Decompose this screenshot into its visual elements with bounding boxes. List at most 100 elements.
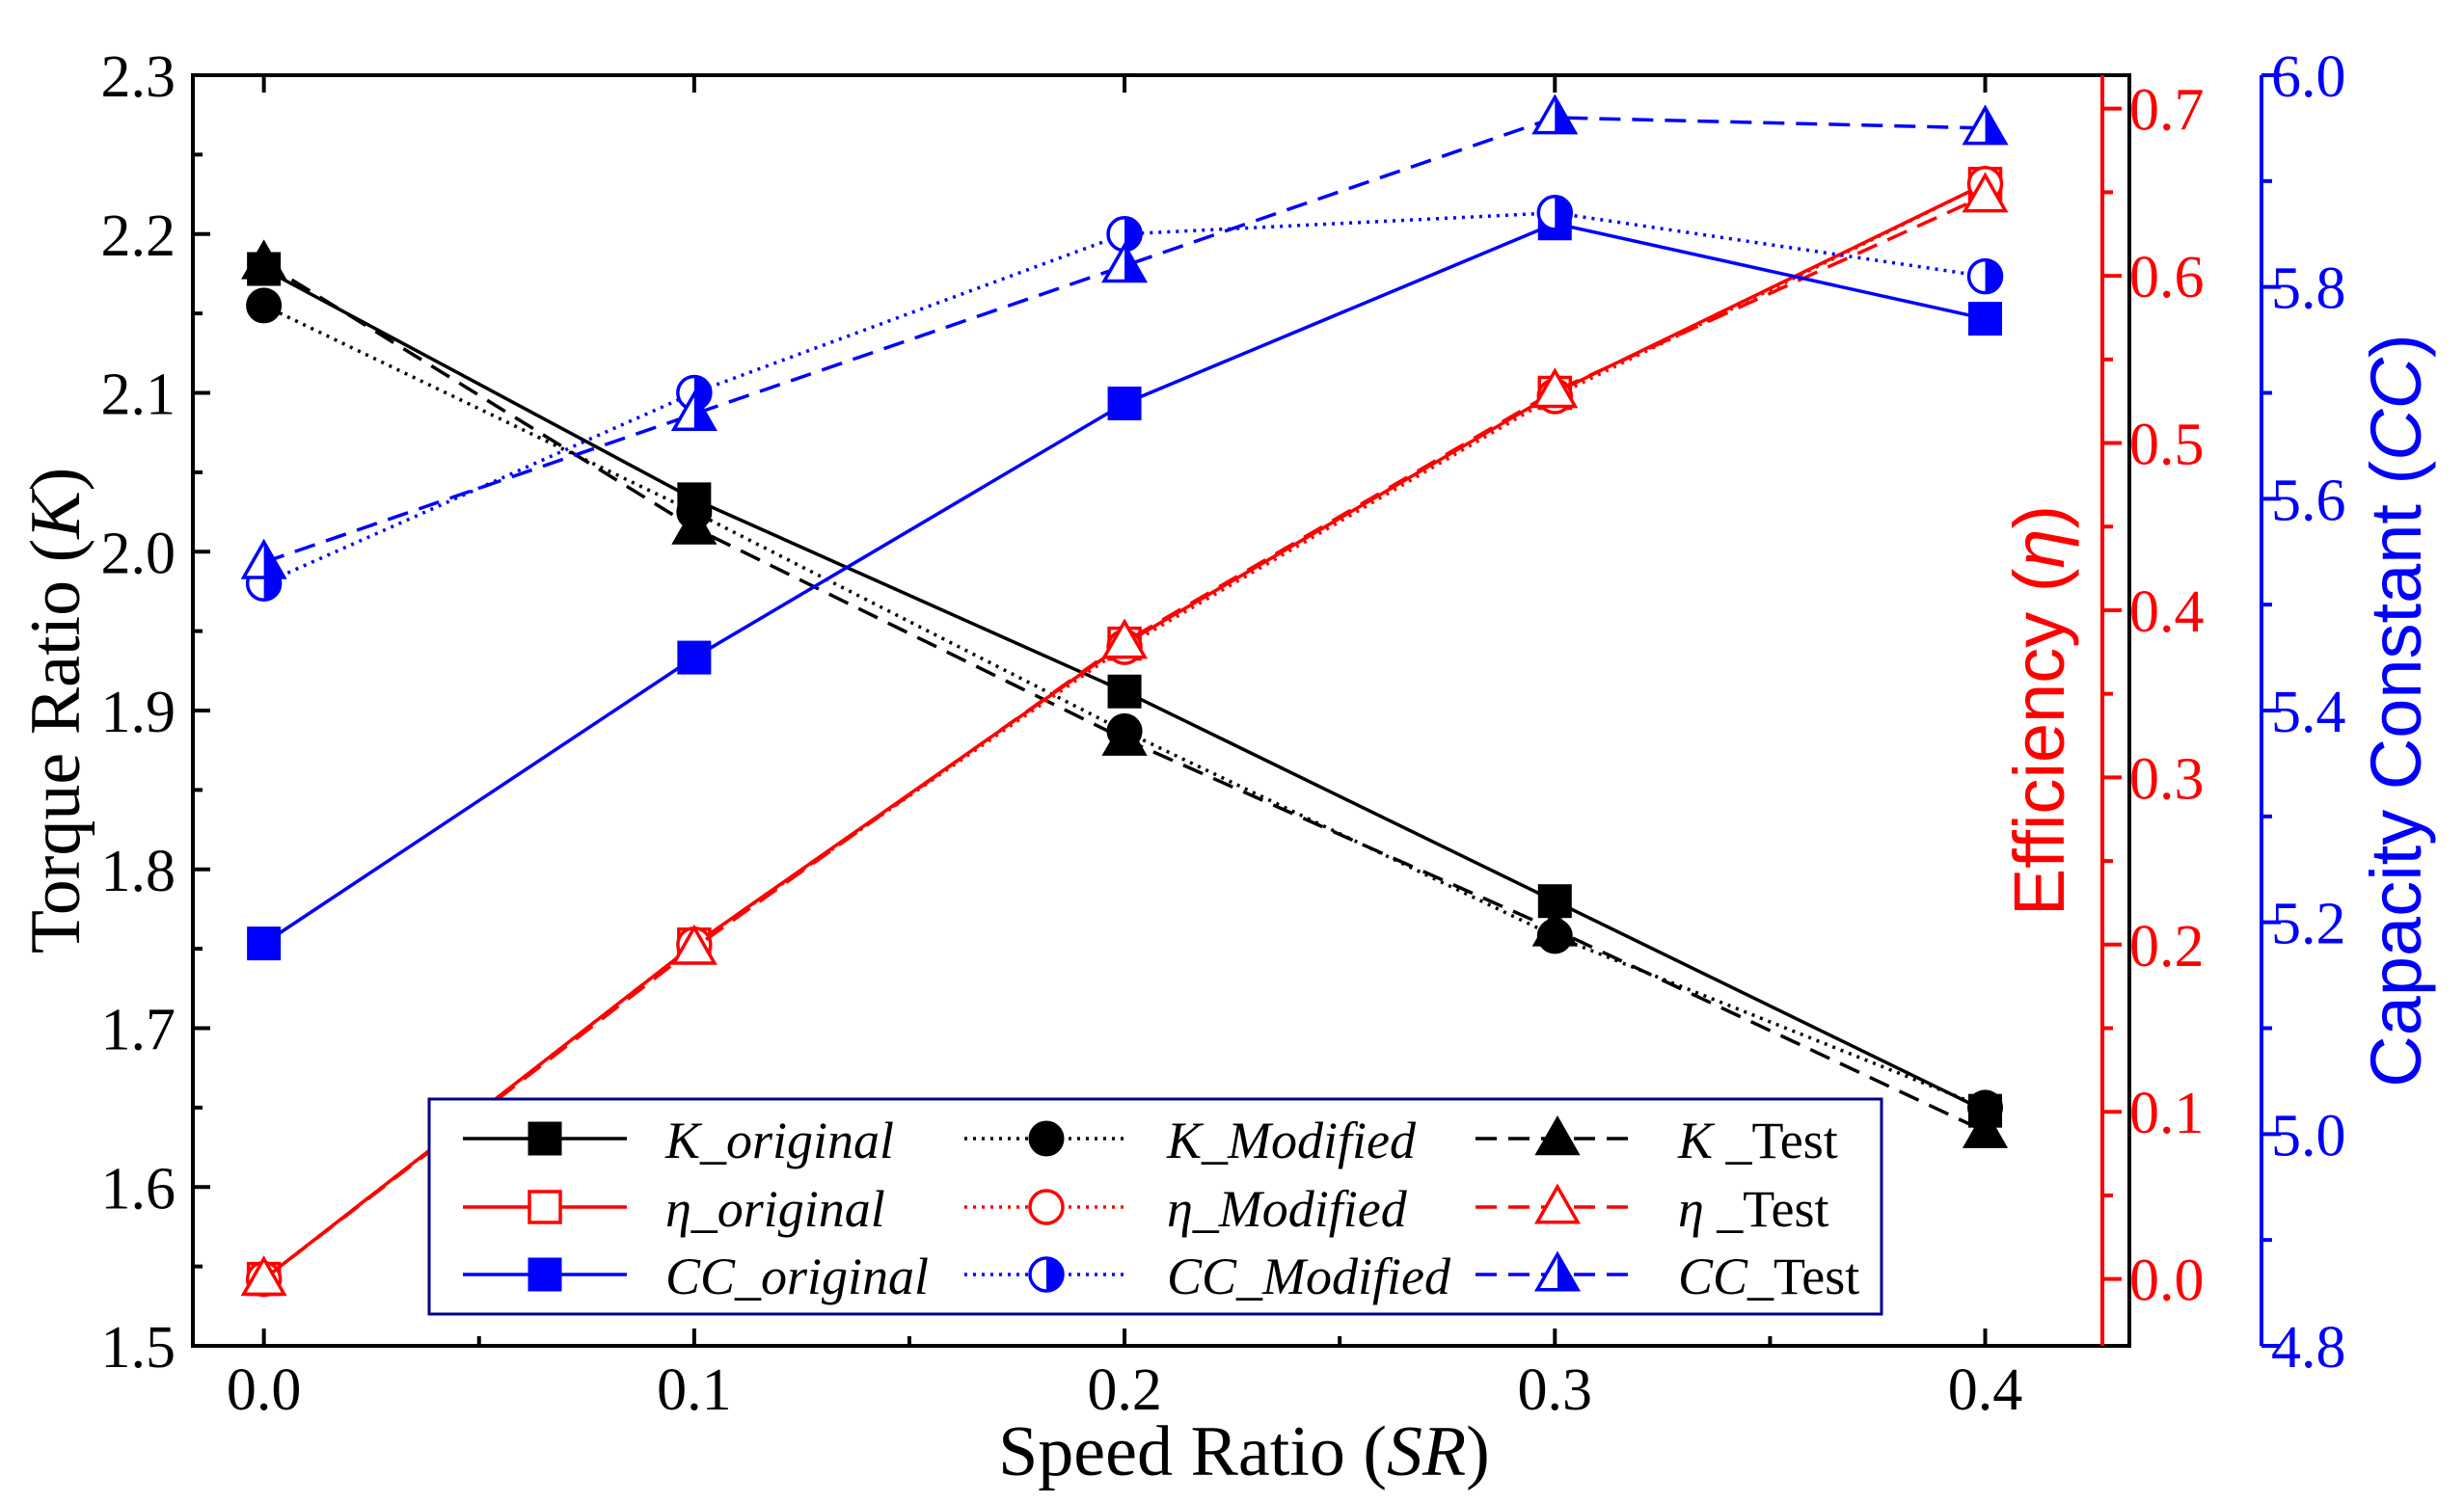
eta-tick-label: 0.2 [2129,914,2205,980]
legend-marker [1028,1256,1065,1293]
eta-tick-label: 0.4 [2129,579,2205,645]
data-point [1101,715,1148,756]
cc-tick-label: 5.4 [2271,680,2346,745]
series-cc_test [240,94,2009,579]
legend-item: η_Modified [964,1180,1408,1238]
series-layer [240,94,2009,1298]
x-axis-title-prefix: Speed Ratio ( [998,1412,1387,1491]
legend-label: K_Modified [1166,1112,1417,1169]
series-eta_test [240,172,2009,1297]
k-tick-label: 2.3 [101,44,176,110]
eta-title-suffix: ) [1999,505,2079,529]
k-tick-label: 1.6 [101,1156,176,1221]
data-point [1107,386,1142,420]
k-title-italic: K [16,488,95,540]
eta-tick-label: 0.6 [2129,245,2205,310]
y-axis-capacity-constant: 4.8 5.0 5.2 5.4 5.6 5.8 6.0 [2260,44,2346,1381]
legend-label: η_original [665,1180,885,1238]
legend-box [427,1097,1883,1316]
legend-label: K_original [664,1112,894,1169]
cc-title-italic: CC [2356,357,2436,460]
data-point [677,640,712,675]
k-tick-label: 1.8 [101,839,176,904]
data-point [1106,216,1143,253]
data-point [671,504,718,545]
legend-label: CC_Test [1678,1248,1859,1305]
cc-tick-label: 5.8 [2271,256,2346,322]
series-cc_modified [245,195,2004,602]
k-tick-label: 1.7 [101,998,176,1063]
legend-label: η_Modified [1167,1180,1408,1238]
k-tick-label: 1.9 [101,680,176,745]
y-axis-title-efficiency: Efficiency (η) [1999,505,2079,916]
data-point [670,389,718,431]
x-tick-label: 0.0 [227,1357,302,1423]
x-axis-title-suffix: ) [1466,1412,1490,1491]
series-line [263,116,1986,564]
legend-label: CC_Modified [1167,1248,1451,1305]
eta-title-italic: η [1999,529,2079,569]
legend-item: CC_original [463,1248,929,1305]
data-point [240,1255,287,1297]
data-point [1531,367,1579,409]
legend-item: η _Test [1476,1180,1829,1238]
legend-marker [528,1190,562,1224]
eta-tick-label: 0.7 [2129,78,2205,144]
cc-tick-label: 5.6 [2271,468,2346,533]
legend-label: CC_original [665,1248,929,1305]
series-k_test [241,239,2009,1148]
legend-marker [528,1257,562,1292]
data-point [1531,94,1579,135]
data-point [1101,242,1149,283]
legend-item: K_original [463,1112,894,1169]
cc-tick-label: 6.0 [2271,44,2346,110]
y-axis-efficiency: 0.0 0.1 0.2 0.3 0.4 0.5 0.6 0.7 [2100,75,2205,1346]
k-tick-label: 2.0 [101,521,176,586]
legend-item: CC_Modified [964,1248,1451,1305]
legend: K_original K_Modified K _Test η_original η_M… [427,1097,1883,1316]
cc-tick-label: 5.2 [2271,892,2346,957]
legend-item: η_original [463,1180,885,1238]
eta-tick-label: 0.1 [2129,1081,2205,1146]
x-axis-title: Speed Ratio (SR) [998,1412,1490,1491]
series-line [262,221,1986,946]
cc-tick-label: 5.0 [2271,1103,2346,1168]
legend-marker [1028,1189,1065,1225]
legend-marker [1533,1183,1582,1224]
x-tick-label: 0.3 [1518,1357,1593,1423]
legend-item: K_Modified [964,1112,1417,1169]
cc-title-suffix: ) [2356,334,2436,358]
legend-label: K _Test [1677,1112,1838,1169]
data-point [1968,302,2003,336]
data-point [240,538,287,579]
series-line [262,194,1987,1281]
data-point [1107,674,1142,709]
x-axis-title-italic: SR [1387,1412,1466,1491]
y-axis-title-torque-ratio: Torque Ratio (K) [16,468,95,954]
data-point [246,287,283,324]
legend-label: η _Test [1678,1180,1829,1238]
cc-tick-label: 4.8 [2271,1315,2346,1381]
series-cc_original [247,206,2003,961]
eta-tick-label: 0.0 [2129,1248,2205,1314]
data-point [670,924,718,965]
eta-tick-label: 0.5 [2129,413,2205,478]
k-tick-label: 1.5 [101,1315,176,1381]
x-tick-label: 0.4 [1948,1357,2023,1423]
data-point [241,239,287,280]
k-title-suffix: ) [16,468,95,492]
legend-marker [1028,1120,1065,1157]
cc-title-prefix: Capacity Constant ( [2356,460,2436,1087]
data-point [1962,172,2009,213]
k-tick-label: 2.1 [101,362,176,428]
data-point [1531,906,1578,947]
legend-marker [1534,1114,1581,1156]
x-axis-speed-ratio: 0.0 0.1 0.2 0.3 0.4 [227,75,2022,1423]
data-point [1962,1108,2009,1148]
k-tick-label: 2.2 [101,203,176,269]
data-point [1101,618,1149,659]
legend-marker [1533,1250,1582,1292]
k-title-prefix: Torque Ratio ( [16,539,95,954]
data-point [1962,104,2009,146]
